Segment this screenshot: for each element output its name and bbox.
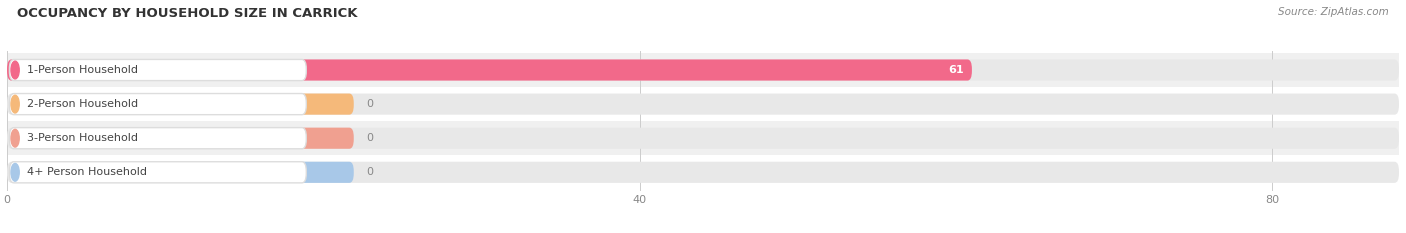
Text: 3-Person Household: 3-Person Household [27, 133, 138, 143]
Text: 1-Person Household: 1-Person Household [27, 65, 138, 75]
Text: Source: ZipAtlas.com: Source: ZipAtlas.com [1278, 7, 1389, 17]
Circle shape [11, 95, 20, 113]
Text: 61: 61 [949, 65, 965, 75]
FancyBboxPatch shape [7, 155, 1399, 189]
Text: 0: 0 [367, 133, 374, 143]
FancyBboxPatch shape [298, 93, 354, 115]
Circle shape [11, 163, 20, 181]
FancyBboxPatch shape [10, 128, 307, 149]
FancyBboxPatch shape [10, 162, 307, 183]
FancyBboxPatch shape [298, 128, 354, 149]
FancyBboxPatch shape [7, 59, 972, 81]
Text: 2-Person Household: 2-Person Household [27, 99, 138, 109]
Text: 0: 0 [367, 99, 374, 109]
FancyBboxPatch shape [10, 59, 307, 81]
FancyBboxPatch shape [7, 128, 1399, 149]
Circle shape [11, 129, 20, 147]
FancyBboxPatch shape [298, 162, 354, 183]
Circle shape [11, 61, 20, 79]
Text: 0: 0 [367, 167, 374, 177]
FancyBboxPatch shape [7, 93, 1399, 115]
FancyBboxPatch shape [7, 59, 1399, 81]
Text: OCCUPANCY BY HOUSEHOLD SIZE IN CARRICK: OCCUPANCY BY HOUSEHOLD SIZE IN CARRICK [17, 7, 357, 20]
FancyBboxPatch shape [7, 121, 1399, 155]
FancyBboxPatch shape [7, 87, 1399, 121]
FancyBboxPatch shape [7, 53, 1399, 87]
Text: 4+ Person Household: 4+ Person Household [27, 167, 148, 177]
FancyBboxPatch shape [7, 162, 1399, 183]
FancyBboxPatch shape [10, 93, 307, 115]
